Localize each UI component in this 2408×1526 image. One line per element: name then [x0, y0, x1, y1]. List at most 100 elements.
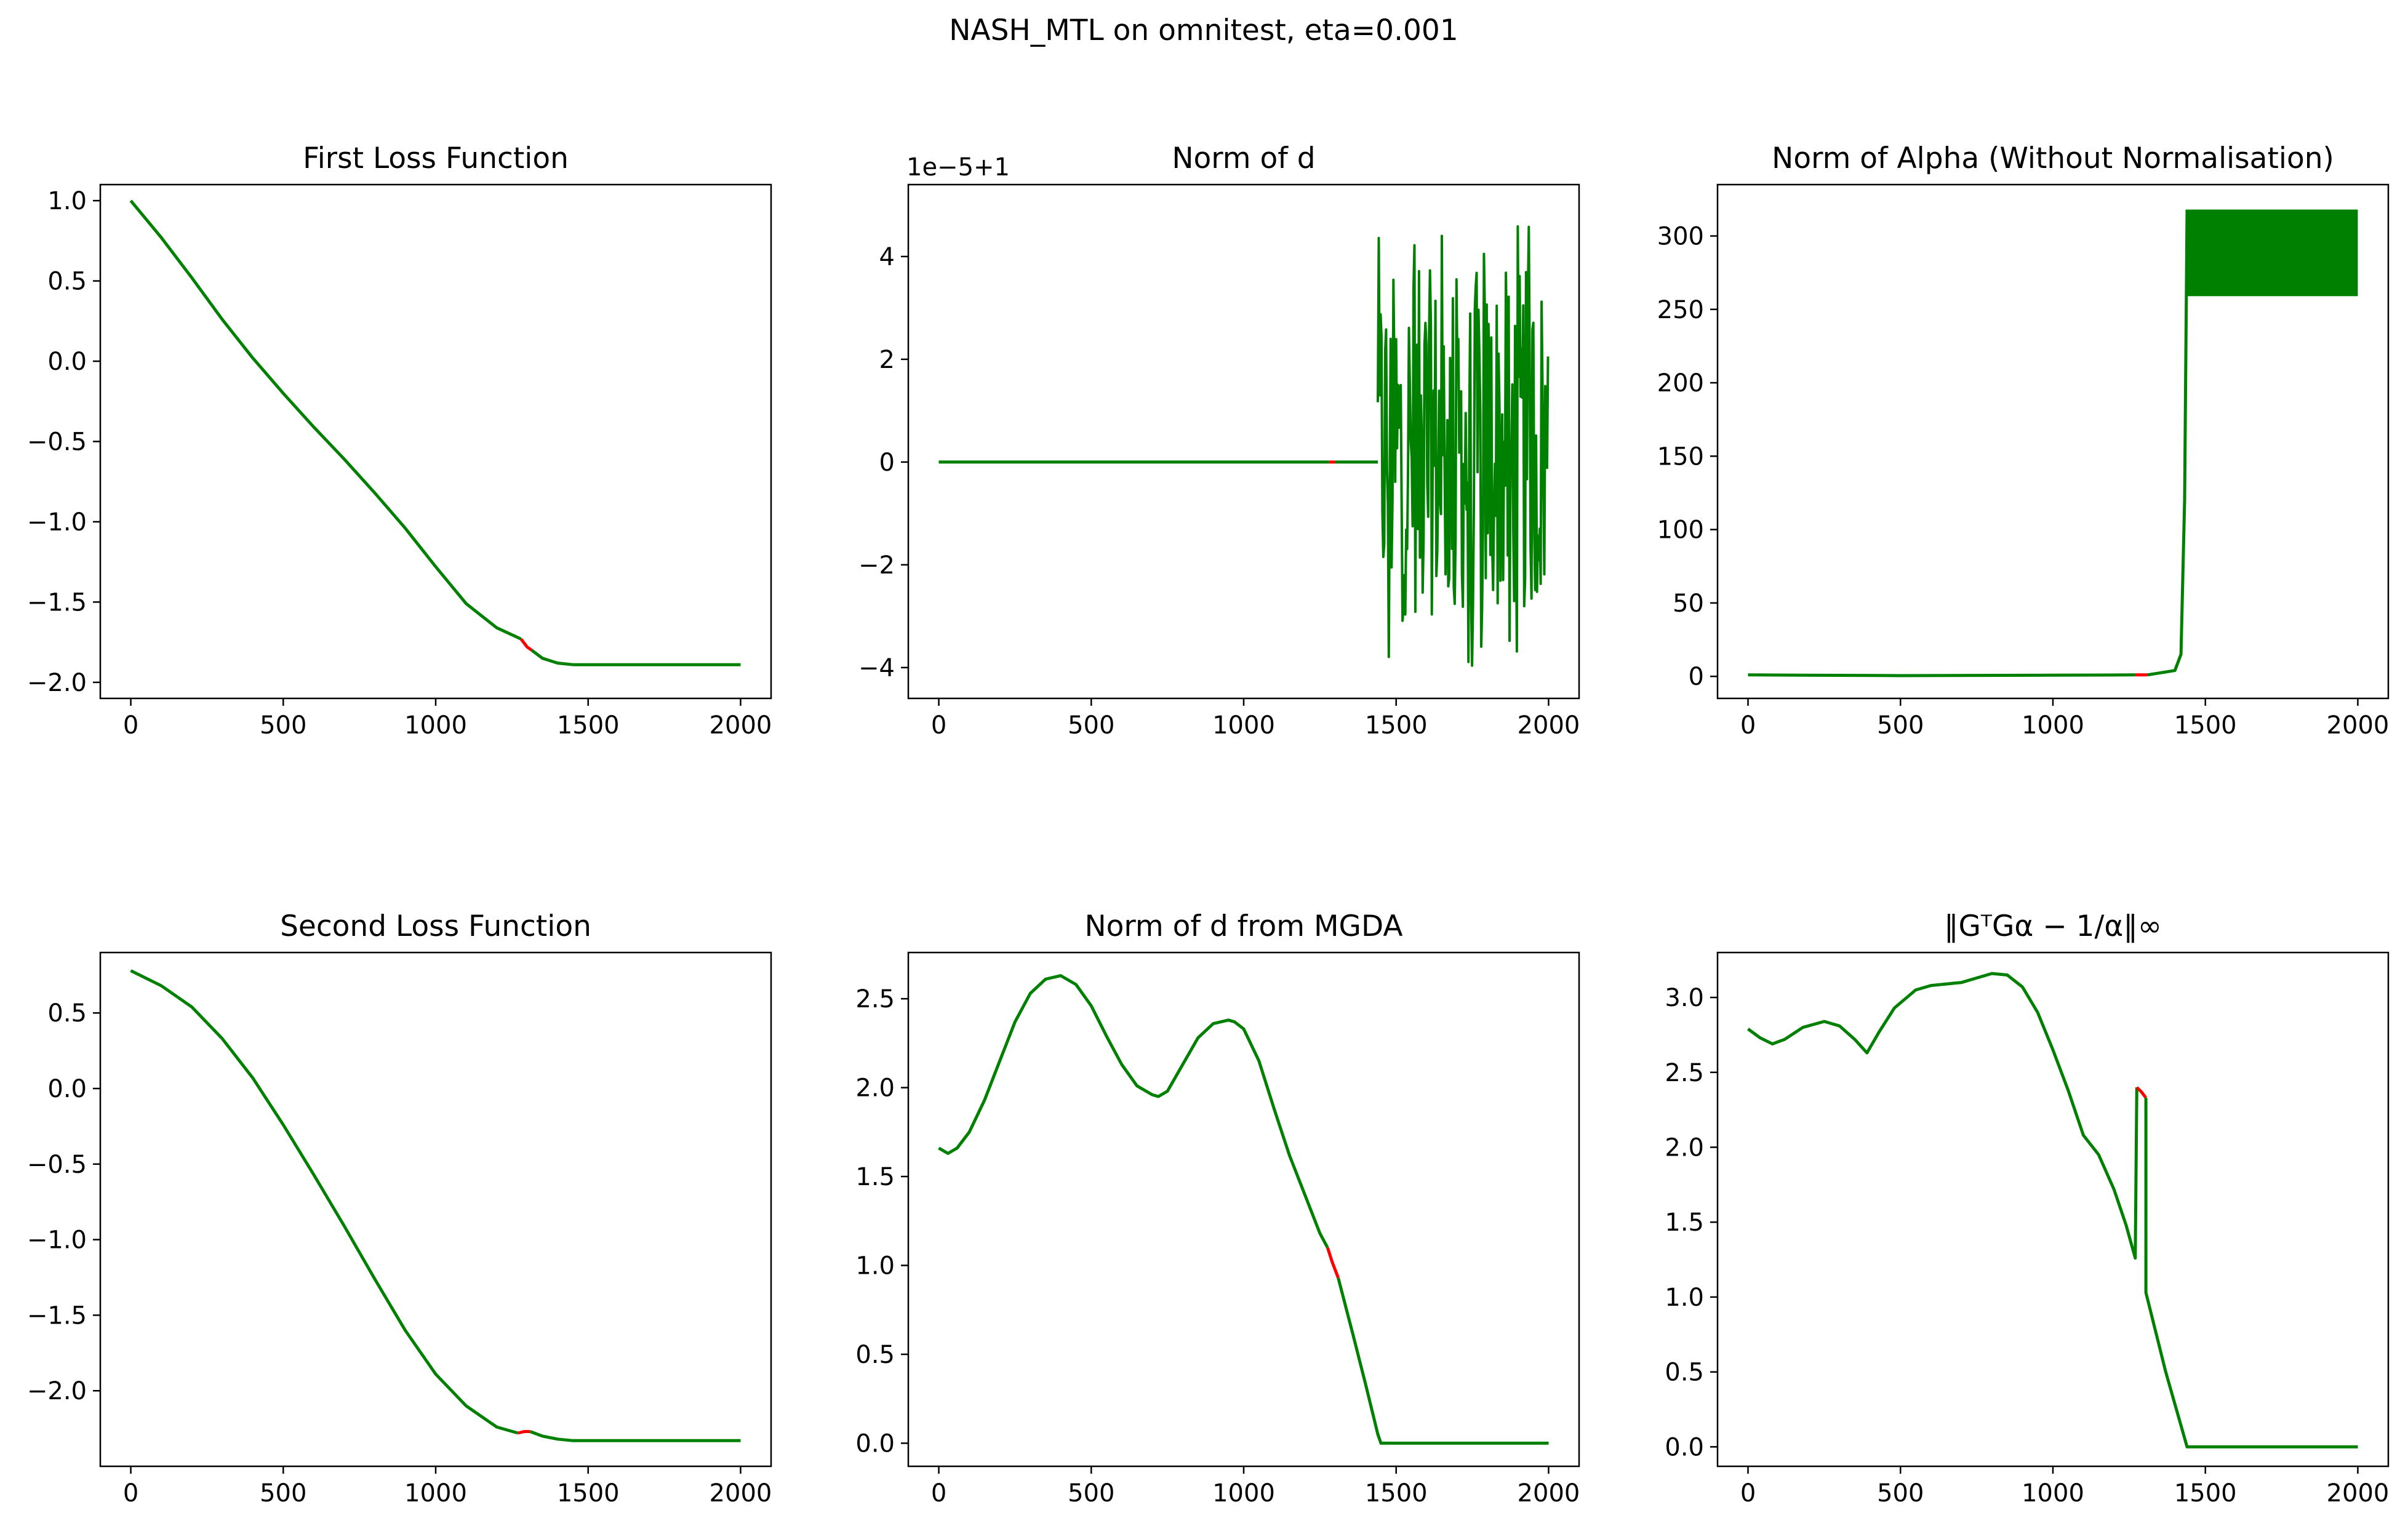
- y-tick-label: 2.5: [1665, 1059, 1704, 1087]
- x-tick-label: 1000: [2022, 1479, 2084, 1508]
- y-tick-label: 0.5: [47, 999, 87, 1028]
- x-tick-label: 1500: [2174, 1479, 2237, 1508]
- y-axis: 0.5 0.0 −0.5 −1.0 −1.5 −2.0: [27, 999, 100, 1405]
- panel-title: ‖GᵀGα − 1/α‖∞: [1944, 909, 2162, 943]
- x-tick-label: 1500: [557, 1479, 620, 1508]
- y-tick-label: −1.5: [27, 588, 87, 617]
- series-line-2: [2147, 209, 2189, 677]
- y-tick-label: −0.5: [27, 428, 87, 457]
- y-tick-label: −2: [858, 551, 895, 580]
- x-tick-label: 2000: [710, 1479, 772, 1508]
- y-tick-label: 200: [1657, 369, 1704, 397]
- x-tick-label: 1500: [557, 711, 620, 740]
- y-tick-label: −4: [858, 654, 895, 682]
- y-tick-label: 2.5: [855, 985, 895, 1013]
- y-axis: 2.5 2.0 1.5 1.0 0.5 0.0: [855, 985, 908, 1458]
- y-tick-label: 0.5: [1665, 1359, 1704, 1387]
- series-line-2: [2144, 1098, 2358, 1448]
- x-tick-label: 1000: [1212, 711, 1275, 740]
- series-line-2: [529, 1430, 741, 1442]
- x-axis: 0 500 1000 1500 2000: [931, 1466, 1580, 1508]
- x-tick-label: 0: [123, 711, 138, 740]
- series-oscillation: [1377, 225, 1550, 667]
- axes-frame: [1716, 951, 2390, 1468]
- x-tick-label: 1000: [404, 1479, 467, 1508]
- y-tick-label: 150: [1657, 442, 1704, 471]
- y-tick-label: 1.0: [1665, 1284, 1704, 1312]
- highlight-line-1: [2135, 1086, 2148, 1099]
- series-line-0: [1748, 673, 2135, 677]
- y-tick-label: 0.0: [47, 1075, 87, 1103]
- plot-area: [938, 225, 1550, 667]
- y-tick-label: 100: [1657, 516, 1704, 545]
- x-tick-label: 1500: [1365, 711, 1428, 740]
- x-tick-label: 500: [1068, 711, 1114, 740]
- panel-title: First Loss Function: [303, 142, 569, 175]
- series-line-0: [129, 199, 522, 641]
- x-tick-label: 1000: [2022, 711, 2084, 740]
- series-line-0: [130, 969, 519, 1435]
- y-tick-label: 1.0: [47, 187, 87, 215]
- highlight-line-1: [518, 1430, 530, 1435]
- y-tick-label: 1.5: [855, 1163, 895, 1191]
- y-tick-label: −2.0: [27, 1377, 87, 1405]
- x-axis: 0 500 1000 1500 2000: [1740, 698, 2389, 740]
- y-tick-label: 4: [879, 243, 895, 271]
- y-tick-label: 0: [879, 449, 895, 477]
- panel-first-loss: First Loss Function 0 500 1000 1500 2000 1.0…: [27, 142, 772, 740]
- y-tick-label: −2.0: [27, 669, 87, 697]
- y-tick-label: 250: [1657, 296, 1704, 324]
- x-tick-label: 0: [1740, 1479, 1756, 1508]
- y-tick-label: 0.5: [855, 1341, 895, 1369]
- plot-area: [129, 199, 741, 666]
- x-tick-label: 500: [1068, 1479, 1114, 1508]
- y-tick-label: 0: [1689, 663, 1704, 691]
- x-axis: 0 500 1000 1500 2000: [1740, 1466, 2390, 1508]
- x-tick-label: 2000: [2327, 1479, 2390, 1508]
- highlight-line-1: [1326, 1247, 1340, 1279]
- y-tick-label: 0.0: [47, 348, 87, 376]
- y-tick-label: 2.0: [1665, 1133, 1704, 1162]
- x-tick-label: 0: [931, 711, 946, 740]
- axes-frame: [99, 183, 772, 700]
- x-tick-label: 500: [1877, 1479, 1924, 1508]
- panel-norm-d: Norm of d 1e−5+1 0 500 1000 1500 2000 4 2 0 −2 −…: [858, 142, 1580, 740]
- plot-area: [130, 969, 741, 1442]
- panel-kkt-residual: ‖GᵀGα − 1/α‖∞ 0 500 1000 1500 2000 3.0 2.5 2.0…: [1665, 909, 2389, 1508]
- x-tick-label: 2000: [1518, 711, 1580, 740]
- x-tick-label: 1000: [1212, 1479, 1275, 1508]
- axis-offset-text: 1e−5+1: [906, 153, 1010, 182]
- y-tick-label: 2: [879, 346, 895, 374]
- x-axis: 0 500 1000 1500 2000: [123, 698, 772, 740]
- x-tick-label: 0: [931, 1479, 946, 1508]
- plot-area: [1747, 972, 2358, 1448]
- x-tick-label: 500: [1877, 711, 1924, 740]
- y-tick-label: 0.0: [1665, 1433, 1704, 1461]
- x-tick-label: 0: [123, 1479, 138, 1508]
- panel-second-loss: Second Loss Function 0 500 1000 1500 2000 0.…: [27, 909, 772, 1508]
- figure-title: NASH_MTL on omnitest, eta=0.001: [949, 14, 1458, 47]
- y-tick-label: 0.5: [47, 268, 87, 296]
- y-tick-label: −0.5: [27, 1151, 87, 1179]
- y-axis: 3.0 2.5 2.0 1.5 1.0 0.5 0.0: [1665, 984, 1718, 1461]
- y-axis: 1.0 0.5 0.0 −0.5 −1.0 −1.5 −2.0: [27, 187, 100, 697]
- highlight-line-1: [519, 637, 533, 652]
- panel-norm-d-mgda: Norm of d from MGDA 0 500 1000 1500 2000 2.5…: [855, 909, 1580, 1508]
- panel-norm-alpha: Norm of Alpha (Without Normalisation) 0 5…: [1657, 142, 2390, 740]
- series-line-2: [1337, 1277, 1549, 1445]
- axes-frame: [99, 951, 772, 1468]
- panel-title: Second Loss Function: [280, 909, 591, 943]
- plot-area: [1748, 209, 2358, 677]
- x-tick-label: 500: [260, 1479, 306, 1508]
- y-tick-label: 1.0: [855, 1252, 895, 1280]
- y-tick-label: 300: [1657, 223, 1704, 251]
- series-line-0: [938, 974, 1329, 1248]
- y-tick-label: −1.5: [27, 1301, 87, 1330]
- y-tick-label: 3.0: [1665, 984, 1704, 1012]
- y-axis: 0 50 100 150 200 250 300: [1657, 223, 1718, 691]
- panel-title: Norm of Alpha (Without Normalisation): [1772, 142, 2334, 175]
- y-tick-label: 2.0: [855, 1074, 895, 1103]
- x-tick-label: 500: [260, 711, 306, 740]
- y-tick-label: −1.0: [27, 1226, 87, 1255]
